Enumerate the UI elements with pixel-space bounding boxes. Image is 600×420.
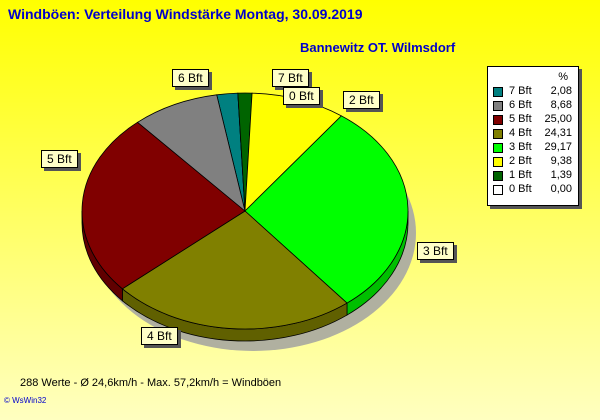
callout-5-bft: 5 Bft — [41, 150, 78, 168]
pie-slice-4-bft — [121, 210, 348, 330]
legend-swatch — [493, 129, 503, 139]
pie-slice-5-bft — [81, 121, 246, 290]
legend-label: 5 Bft — [509, 113, 532, 125]
pie-slice-6-bft — [136, 94, 246, 213]
legend-label: 7 Bft — [509, 85, 532, 97]
footer-credit: © WsWin32 — [4, 396, 47, 405]
legend-value: 24,31 — [544, 127, 572, 139]
legend-value: 9,38 — [550, 155, 572, 167]
legend-label: 0 Bft — [509, 183, 532, 195]
legend-swatch — [493, 157, 503, 167]
legend-label: 4 Bft — [509, 127, 532, 139]
callout-7-bft: 7 Bft — [272, 69, 309, 87]
legend-swatch — [493, 185, 503, 195]
legend-value: 2,08 — [550, 85, 572, 97]
legend-percent-header: % — [558, 71, 568, 83]
legend-swatch — [493, 115, 503, 125]
legend-label: 6 Bft — [509, 99, 532, 111]
legend-item: 0 Bft 0,00 — [493, 183, 572, 196]
legend-swatch — [493, 101, 503, 111]
legend-item: 3 Bft 29,17 — [493, 141, 572, 154]
legend-label: 1 Bft — [509, 169, 532, 181]
callout-3-bft: 3 Bft — [417, 242, 454, 260]
callout-2-bft: 2 Bft — [343, 91, 380, 109]
legend-item: 1 Bft 1,39 — [493, 169, 572, 182]
legend-label: 3 Bft — [509, 141, 532, 153]
legend-box: % 7 Bft 2,08 6 Bft 8,68 5 Bft 25,00 4 Bft 24,31… — [487, 66, 579, 206]
legend-item: 7 Bft 2,08 — [493, 85, 572, 98]
legend-swatch — [493, 171, 503, 181]
legend-item: 6 Bft 8,68 — [493, 99, 572, 112]
chart-subtitle: Bannewitz OT. Wilmsdorf — [300, 40, 456, 55]
legend-swatch — [493, 143, 503, 153]
pie-slice-3-bft — [244, 115, 409, 304]
legend-value: 0,00 — [550, 183, 572, 195]
chart-title: Windböen: Verteilung Windstärke Montag, … — [8, 6, 363, 22]
legend-item: 4 Bft 24,31 — [493, 127, 572, 140]
callout-0-bft: 0 Bft — [283, 87, 320, 105]
legend-value: 29,17 — [544, 141, 572, 153]
legend-value: 25,00 — [544, 113, 572, 125]
legend-item: 2 Bft 9,38 — [493, 155, 572, 168]
legend-value: 1,39 — [550, 169, 572, 181]
legend-value: 8,68 — [550, 99, 572, 111]
footer-stats: 288 Werte - Ø 24,6km/h - Max. 57,2km/h =… — [20, 377, 282, 389]
legend-item: 5 Bft 25,00 — [493, 113, 572, 126]
legend-swatch — [493, 87, 503, 97]
callout-4-bft: 4 Bft — [141, 327, 178, 345]
callout-6-bft: 6 Bft — [172, 69, 209, 87]
legend-label: 2 Bft — [509, 155, 532, 167]
